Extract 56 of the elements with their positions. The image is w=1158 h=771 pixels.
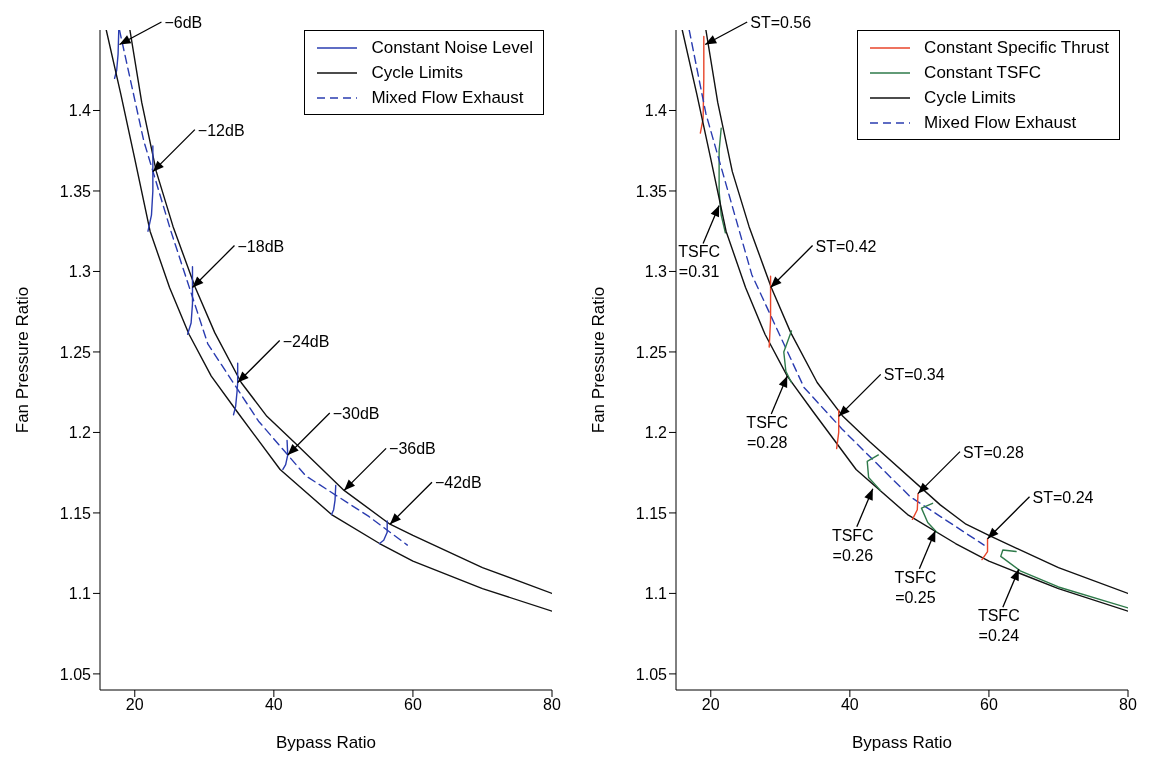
x-tick-label: 20: [125, 696, 144, 714]
legend-label: Constant Specific Thrust: [924, 37, 1109, 58]
legend-label: Mixed Flow Exhaust: [924, 112, 1077, 133]
annotation: ST=0.34: [883, 366, 945, 384]
y-tick-label: 1.25: [635, 343, 668, 361]
x-tick-label: 20: [701, 696, 720, 714]
legend-label: Mixed Flow Exhaust: [371, 87, 524, 108]
x-axis-title: Bypass Ratio: [851, 733, 953, 752]
line-series: [330, 484, 337, 516]
y-tick-label: 1.2: [68, 424, 92, 442]
legend-label: Cycle Limits: [924, 87, 1016, 108]
x-tick-label: 80: [1119, 696, 1137, 714]
y-tick-label: 1.2: [644, 424, 668, 442]
annotation: −24dB: [282, 332, 330, 350]
x-tick-label: 60: [980, 696, 998, 714]
annotation: TSFC =0.26: [831, 526, 874, 564]
annotation: −6dB: [164, 14, 203, 31]
annotation: −42dB: [434, 474, 482, 492]
x-tick-label: 40: [264, 696, 283, 714]
y-tick-label: 1.25: [59, 343, 92, 361]
legend-label: Constant Noise Level: [371, 37, 533, 58]
annotation: TSFC =0.24: [977, 607, 1020, 645]
line-series: [783, 330, 793, 384]
annotation: −12dB: [197, 121, 245, 139]
annotation: −36dB: [389, 440, 436, 458]
y-tick-label: 1.15: [635, 504, 668, 522]
annotation: −18dB: [237, 237, 285, 255]
annotation: ST=0.42: [815, 237, 877, 255]
y-tick-label: 1.3: [68, 263, 92, 281]
y-tick-label: 1.3: [644, 263, 668, 281]
annotation: −30dB: [332, 404, 380, 422]
y-tick-label: 1.4: [644, 102, 668, 120]
x-axis-title: Bypass Ratio: [275, 733, 377, 752]
x-tick-label: 40: [840, 696, 859, 714]
annotation: ST=0.56: [750, 14, 812, 31]
legend-label: Cycle Limits: [371, 62, 464, 83]
x-tick-label: 60: [404, 696, 422, 714]
y-tick-label: 1.35: [635, 182, 668, 200]
y-tick-label: 1.15: [59, 504, 92, 522]
y-tick-label: 1.05: [635, 665, 668, 683]
y-tick-label: 1.35: [59, 182, 92, 200]
line-series: [866, 454, 882, 492]
y-axis-title: Fan Pressure Ratio: [589, 286, 609, 434]
line-series: [1000, 549, 1128, 609]
annotation: TSFC =0.25: [894, 568, 937, 606]
annotation: TSFC =0.28: [746, 414, 789, 452]
legend-label: Constant TSFC: [924, 62, 1041, 83]
annotation: ST=0.28: [962, 443, 1025, 461]
y-axis-title: Fan Pressure Ratio: [13, 286, 33, 434]
y-tick-label: 1.1: [68, 585, 92, 603]
y-tick-label: 1.4: [68, 102, 92, 120]
annotation: ST=0.24: [1032, 488, 1094, 506]
annotation: TSFC =0.31: [678, 243, 720, 281]
y-tick-label: 1.05: [59, 665, 92, 683]
x-tick-label: 80: [543, 696, 561, 714]
y-tick-label: 1.1: [644, 585, 668, 603]
